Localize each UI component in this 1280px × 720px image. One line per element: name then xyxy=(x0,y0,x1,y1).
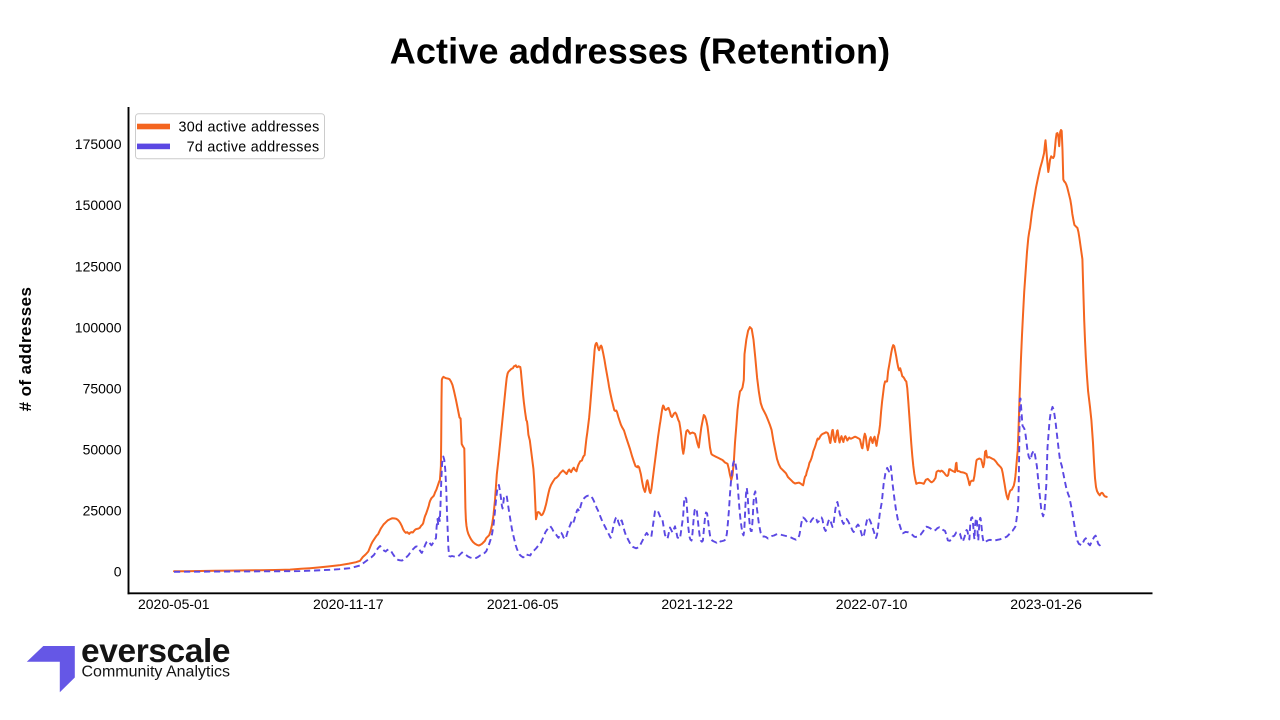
svg-text:2020-05-01: 2020-05-01 xyxy=(138,596,210,612)
svg-text:175000: 175000 xyxy=(75,136,122,152)
svg-text:75000: 75000 xyxy=(83,380,122,396)
svg-text:2023-01-26: 2023-01-26 xyxy=(1010,596,1082,612)
svg-text:25000: 25000 xyxy=(83,503,122,519)
svg-text:2022-07-10: 2022-07-10 xyxy=(836,596,908,612)
svg-text:30d active addresses: 30d active addresses xyxy=(179,119,320,135)
svg-text:100000: 100000 xyxy=(75,319,122,335)
svg-text:Community Analytics: Community Analytics xyxy=(82,664,231,681)
svg-text:2021-12-22: 2021-12-22 xyxy=(661,596,733,612)
svg-text:# of addresses: # of addresses xyxy=(16,287,35,412)
svg-text:50000: 50000 xyxy=(83,441,122,457)
svg-text:7d active addresses: 7d active addresses xyxy=(187,139,320,155)
svg-text:2021-06-05: 2021-06-05 xyxy=(487,596,559,612)
svg-text:2020-11-17: 2020-11-17 xyxy=(313,596,384,612)
svg-text:0: 0 xyxy=(114,564,122,580)
svg-text:125000: 125000 xyxy=(75,258,122,274)
svg-text:150000: 150000 xyxy=(75,197,122,213)
svg-text:Active addresses (Retention): Active addresses (Retention) xyxy=(390,31,891,72)
svg-text:everscale: everscale xyxy=(81,633,230,670)
